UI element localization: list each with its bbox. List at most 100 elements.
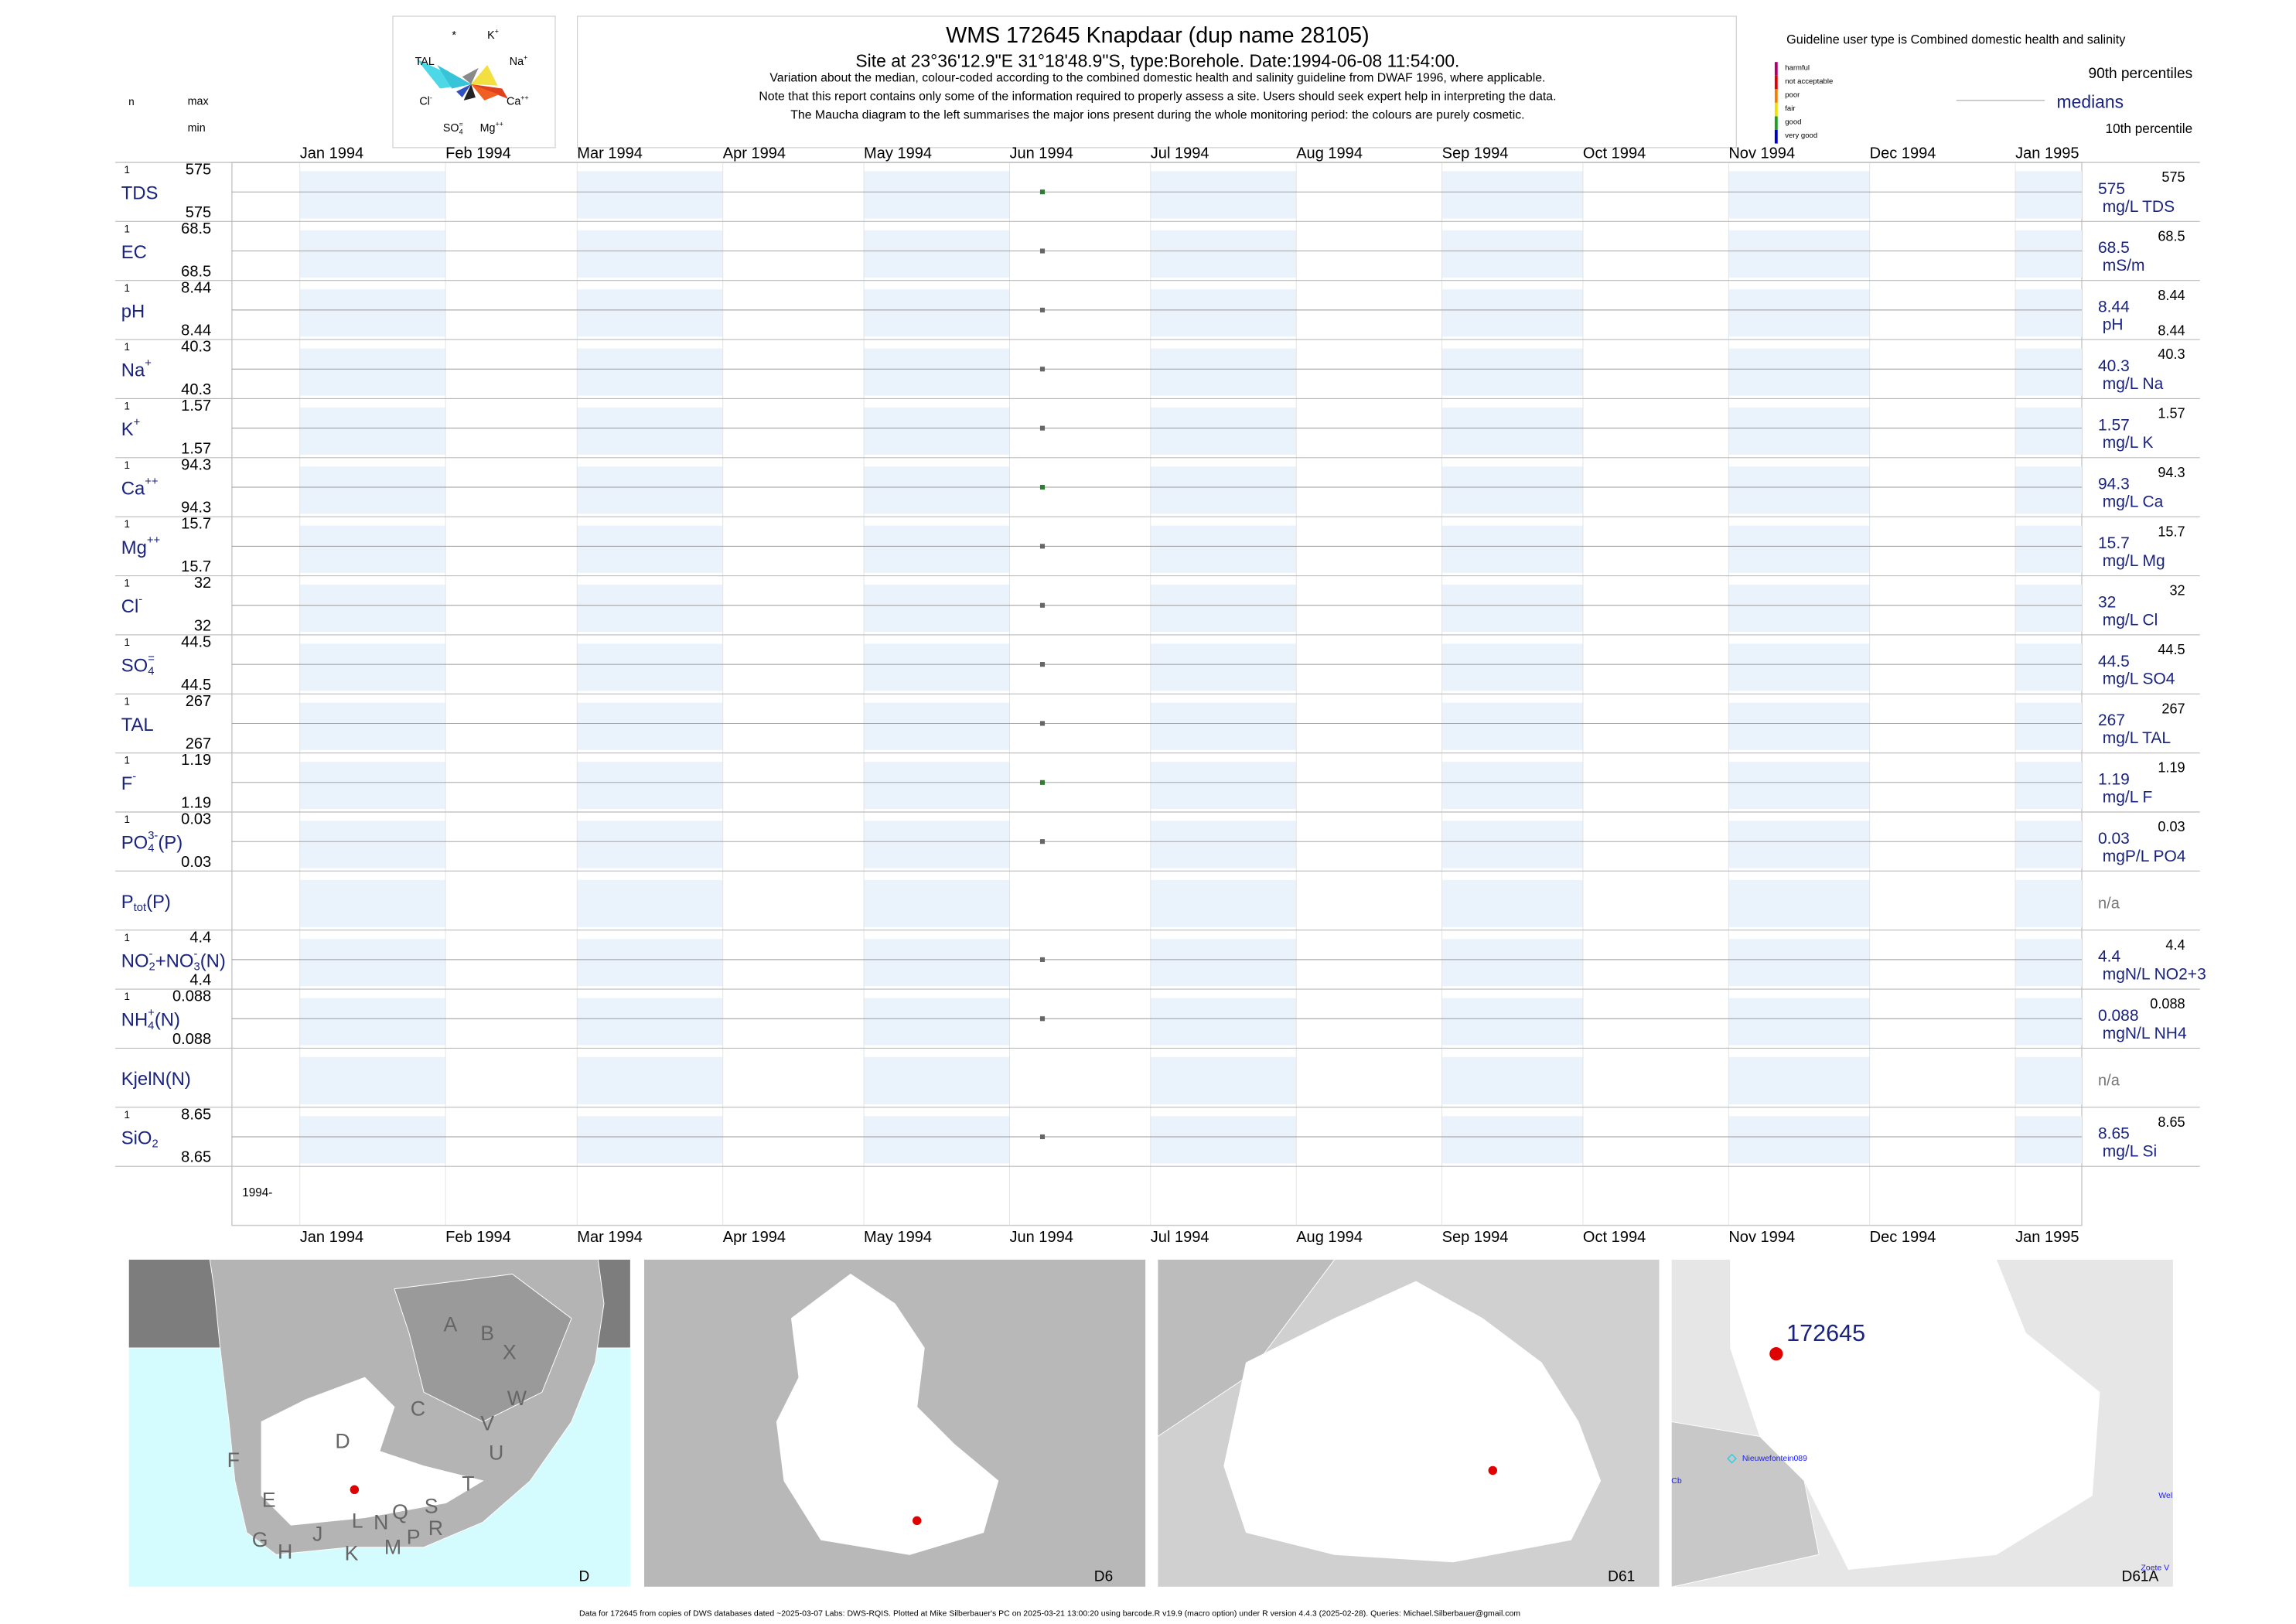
- month-band: [2015, 525, 2082, 573]
- place-label: Cb: [1671, 1476, 1682, 1486]
- month-band: [299, 289, 446, 337]
- site-marker: [913, 1516, 922, 1526]
- maucha-label: Ca: [507, 96, 520, 108]
- row-n: 1: [125, 459, 130, 471]
- month-band: [1441, 1056, 1583, 1104]
- region-label: J: [312, 1523, 322, 1546]
- guideline-swatch: [1774, 75, 1778, 90]
- row-label: Na: [121, 360, 145, 381]
- month-band: [577, 879, 723, 927]
- row-min: 575: [186, 204, 211, 221]
- row-unit: mg/L Ca: [2103, 493, 2164, 511]
- guideline-swatch: [1774, 116, 1778, 130]
- region-label: N: [374, 1510, 388, 1534]
- month-band: [1728, 1116, 1870, 1164]
- month-band: [1728, 998, 1870, 1046]
- map: [643, 1258, 1147, 1588]
- row-n: 1: [125, 755, 130, 766]
- month-band: [1150, 525, 1297, 573]
- maucha-label: 4: [459, 128, 463, 136]
- note: Note that this report contains only some…: [759, 90, 1556, 104]
- month-band: [299, 348, 446, 396]
- row-n: 1: [125, 814, 130, 825]
- row-label: 3: [193, 960, 200, 973]
- month-label-bottom: Aug 1994: [1296, 1229, 1363, 1246]
- row-label: (N): [155, 1010, 180, 1031]
- month-band: [864, 289, 1010, 337]
- row-unit: mg/L F: [2103, 788, 2153, 806]
- month-band: [577, 762, 723, 810]
- month-band: [1728, 939, 1870, 987]
- maucha-label: TAL: [415, 56, 435, 68]
- row-n: 1: [125, 578, 130, 589]
- row-p90: 8.65: [2158, 1114, 2185, 1130]
- month-band: [1150, 230, 1297, 278]
- row-label: 3-: [148, 830, 158, 842]
- row-median: 0.03: [2098, 830, 2130, 848]
- month-label-top: Jan 1995: [2015, 145, 2079, 162]
- month-band: [577, 1116, 723, 1164]
- month-band: [1728, 643, 1870, 691]
- row-median: 94.3: [2098, 476, 2130, 493]
- month-band: [577, 348, 723, 396]
- sample-dot: [1039, 367, 1046, 372]
- row-median: 8.44: [2098, 299, 2130, 316]
- region-label: A: [444, 1312, 458, 1336]
- row-p90: 575: [2161, 169, 2185, 185]
- month-band: [1441, 821, 1583, 868]
- month-label-top: Jan 1994: [300, 145, 363, 162]
- month-band: [299, 821, 446, 868]
- row-p90: 8.44: [2158, 288, 2185, 303]
- legend-median: medians: [2057, 92, 2124, 112]
- site-marker: [1488, 1465, 1497, 1476]
- month-label-top: Jul 1994: [1151, 145, 1209, 162]
- month-band: [1150, 466, 1297, 514]
- month-band: [1728, 585, 1870, 633]
- month-band: [1441, 525, 1583, 573]
- month-band: [577, 525, 723, 573]
- maucha-label: Mg: [480, 122, 496, 135]
- map: [1157, 1258, 1660, 1588]
- row-p90: 0.03: [2158, 819, 2185, 834]
- month-band: [2015, 230, 2082, 278]
- maucha-diagram: [416, 59, 508, 101]
- month-band: [299, 702, 446, 750]
- row-min: 1.57: [181, 440, 211, 457]
- region-label: U: [489, 1441, 503, 1465]
- region-label: R: [428, 1517, 443, 1540]
- row-max: 0.03: [181, 811, 211, 828]
- col-min: min: [188, 122, 206, 135]
- row-label: PO: [121, 833, 148, 854]
- region-label: H: [278, 1540, 292, 1563]
- place-label: Zoete V: [2141, 1563, 2169, 1572]
- month-band: [577, 466, 723, 514]
- row-n: 1: [125, 518, 130, 530]
- row-min: 8.44: [181, 322, 211, 339]
- row-p90: 4.4: [2165, 937, 2185, 953]
- month-band: [1728, 171, 1870, 219]
- month-label-bottom: Sep 1994: [1442, 1229, 1509, 1246]
- month-band: [1441, 407, 1583, 455]
- month-band: [1150, 1116, 1297, 1164]
- month-band: [2015, 1056, 2082, 1104]
- row-label: NO: [121, 950, 149, 971]
- row-median: 267: [2098, 711, 2125, 729]
- row-label: EC: [121, 242, 147, 263]
- month-band: [299, 171, 446, 219]
- title: WMS 172645 Knapdaar (dup name 28105): [946, 23, 1369, 48]
- month-band: [299, 939, 446, 987]
- month-band: [1150, 879, 1297, 927]
- month-band: [1728, 702, 1870, 750]
- site-label: 172645: [1786, 1320, 1865, 1346]
- sample-dot: [1039, 957, 1046, 962]
- sample-dot: [1039, 721, 1046, 726]
- row-p90: 44.5: [2158, 642, 2185, 657]
- row-min: 32: [194, 617, 211, 634]
- month-band: [299, 466, 446, 514]
- row-p90: 32: [2169, 583, 2185, 599]
- sample-dot: [1039, 425, 1046, 431]
- row-n: 1: [125, 932, 130, 943]
- row-label: ++: [147, 534, 160, 547]
- month-band: [2015, 643, 2082, 691]
